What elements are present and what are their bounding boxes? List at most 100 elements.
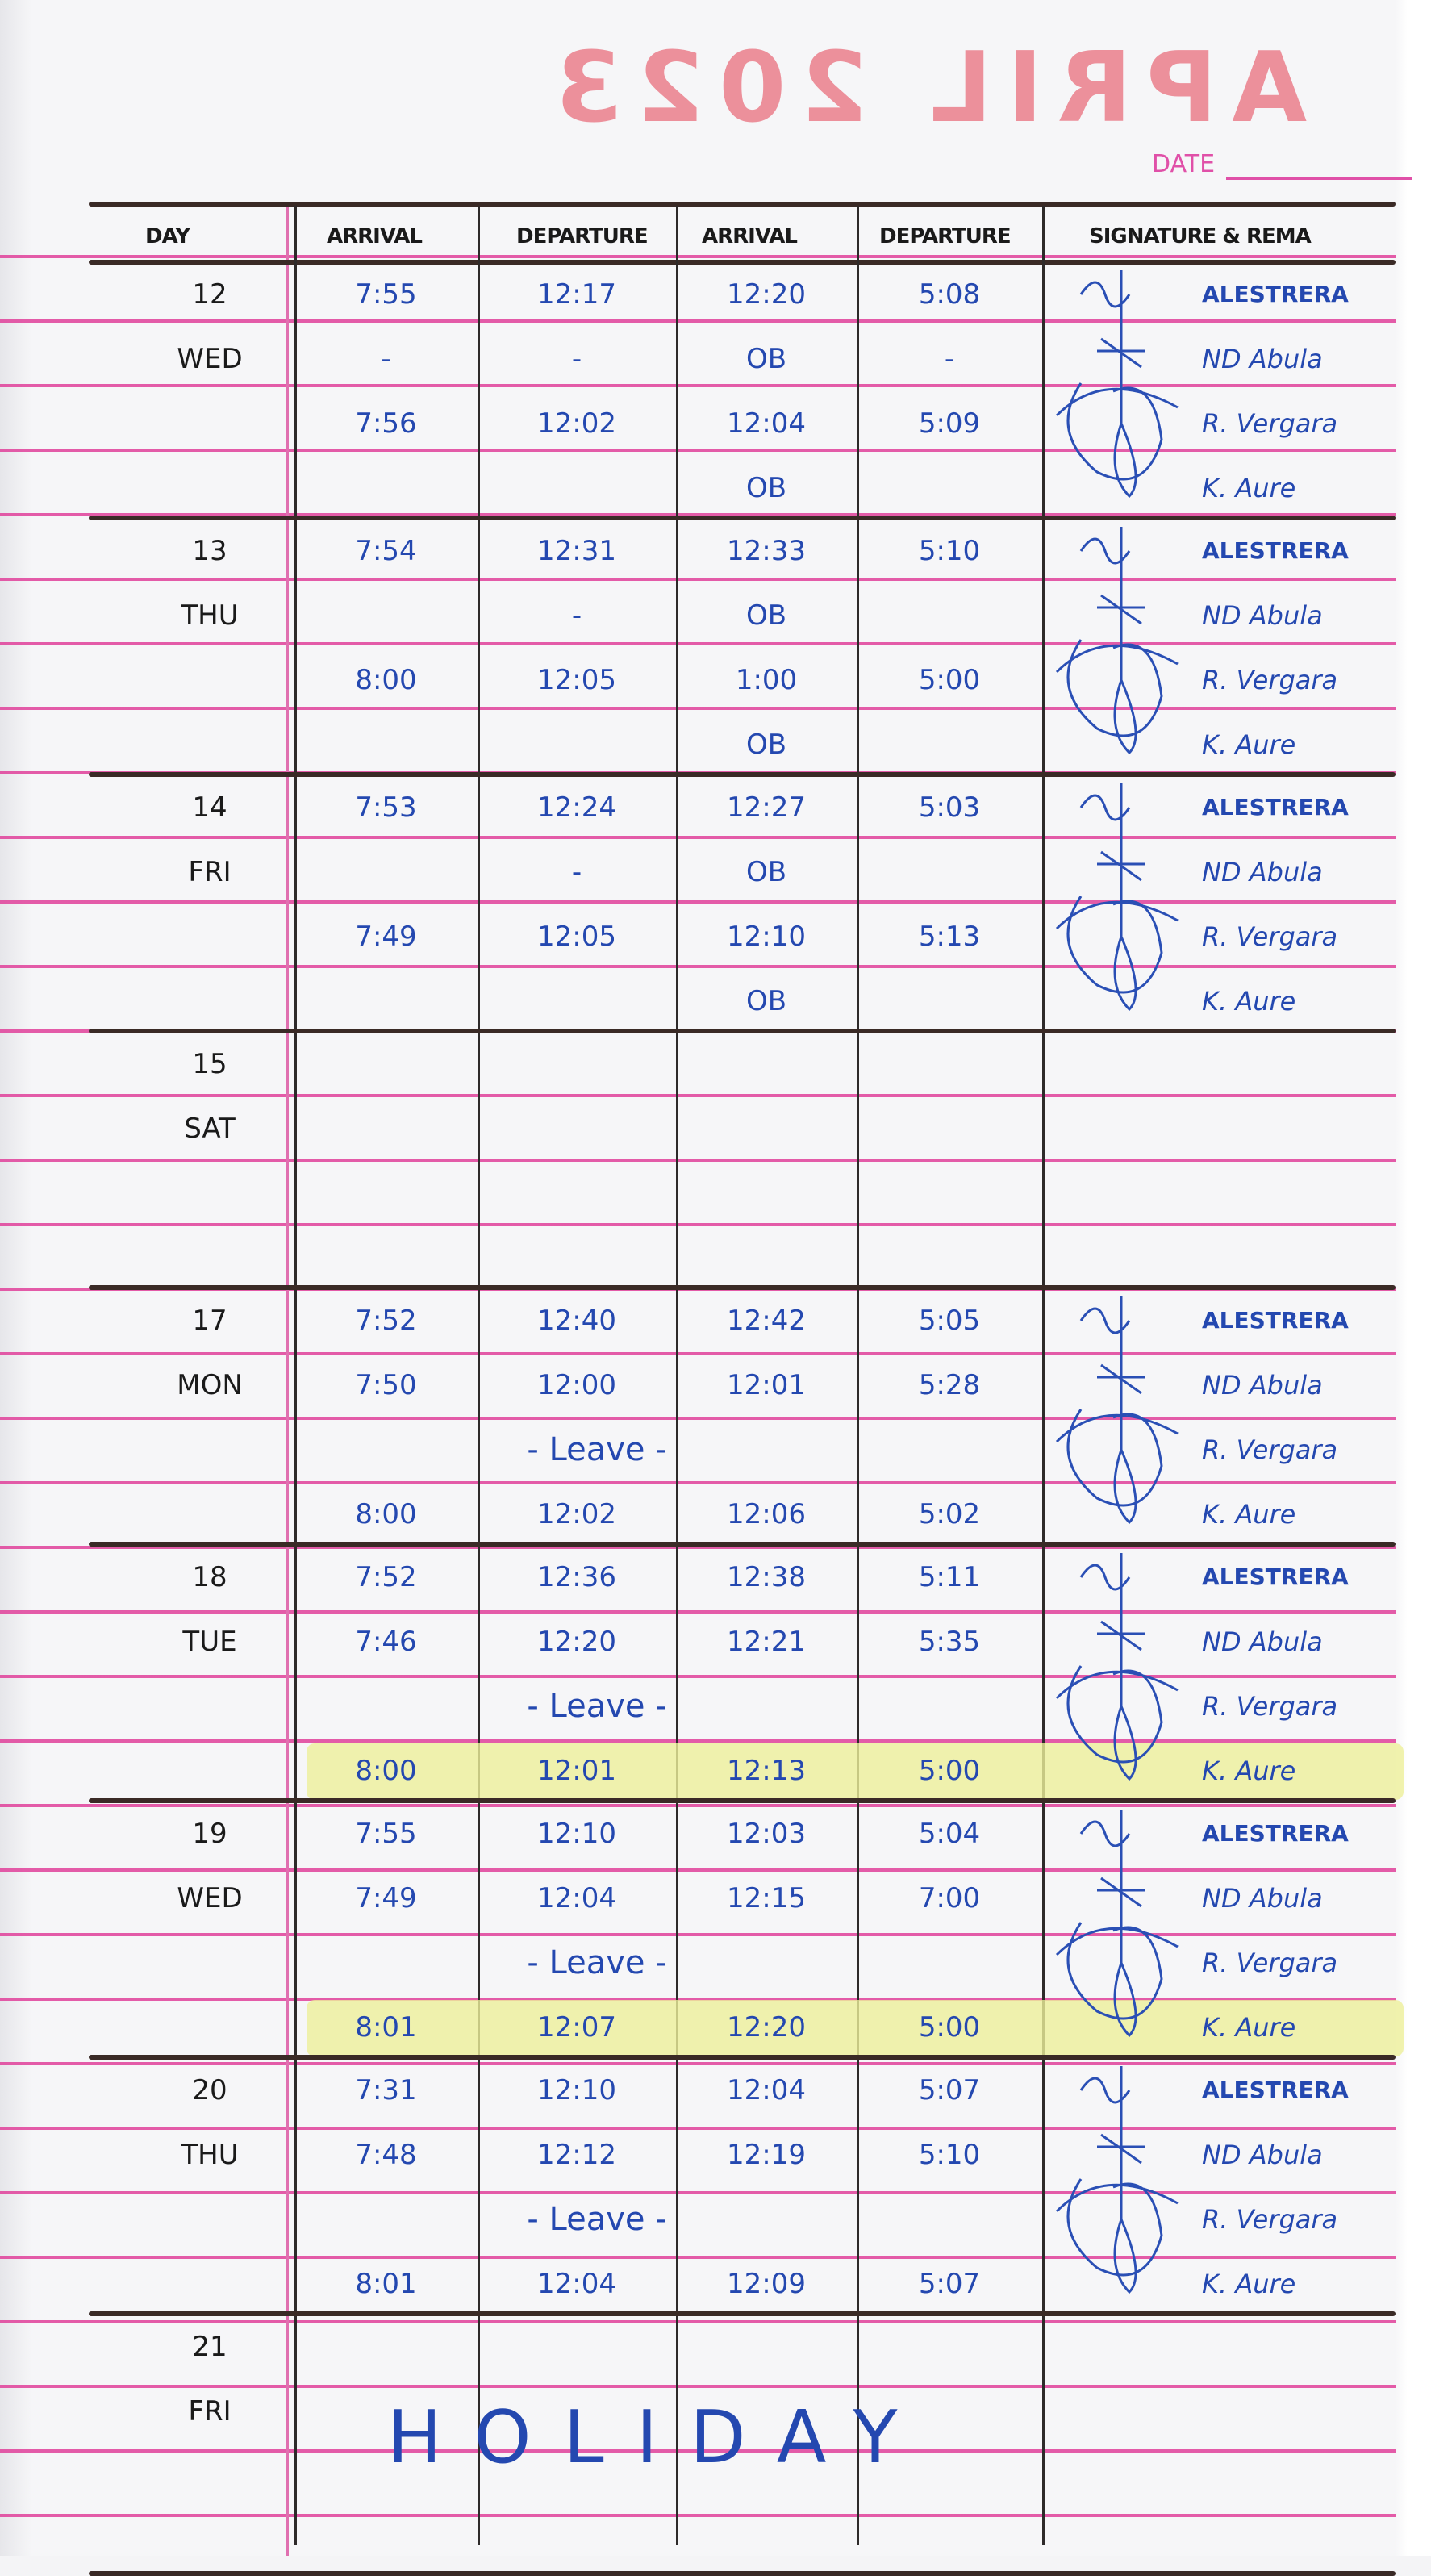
signatory-name: R. Vergara bbox=[1202, 1434, 1338, 1465]
time-departure-am: 12:05 bbox=[537, 921, 616, 953]
signatory-name: ND Abula bbox=[1202, 1883, 1323, 1914]
time-arrival-am: 7:49 bbox=[355, 921, 417, 953]
time-arrival-pm: OB bbox=[745, 343, 787, 375]
time-arrival-am: 7:55 bbox=[355, 278, 417, 311]
signatory-name: K. Aure bbox=[1202, 473, 1296, 503]
time-departure-am: 12:02 bbox=[537, 1498, 616, 1530]
time-arrival-pm: 12:13 bbox=[727, 1755, 806, 1787]
day-number: 13 bbox=[192, 535, 227, 567]
time-departure-am: - bbox=[571, 599, 582, 632]
time-arrival-am: 8:01 bbox=[355, 2011, 417, 2044]
time-departure-pm: 5:09 bbox=[918, 407, 981, 440]
time-arrival-am: 7:50 bbox=[355, 1369, 417, 1401]
weekday: TUE bbox=[182, 1626, 237, 1658]
signatory-name: R. Vergara bbox=[1202, 2204, 1338, 2235]
signatory-name: K. Aure bbox=[1202, 729, 1296, 760]
header-top-rule bbox=[89, 202, 1396, 207]
day-separator-rule bbox=[89, 516, 1396, 520]
time-departure-pm: 5:05 bbox=[918, 1305, 981, 1337]
time-arrival-pm: 12:27 bbox=[727, 791, 806, 824]
day-separator-rule bbox=[89, 1542, 1396, 1547]
day-number: 15 bbox=[192, 1048, 227, 1080]
header-bottom-rule bbox=[89, 260, 1396, 265]
header-arrival-pm: ARRIVAL bbox=[702, 224, 798, 248]
signatory-name: ALESTRERA bbox=[1202, 537, 1349, 564]
time-departure-am: 12:04 bbox=[537, 2268, 616, 2300]
time-departure-am: 12:20 bbox=[537, 1626, 616, 1658]
time-departure-am: 12:12 bbox=[537, 2139, 616, 2171]
signatory-name: ND Abula bbox=[1202, 1626, 1323, 1657]
signatory-name: R. Vergara bbox=[1202, 665, 1338, 695]
time-departure-pm: 5:04 bbox=[918, 1818, 981, 1850]
signatory-name: K. Aure bbox=[1202, 2012, 1296, 2043]
time-departure-pm: 5:03 bbox=[918, 791, 981, 824]
time-arrival-am: 8:00 bbox=[355, 1755, 417, 1787]
time-arrival-pm: 12:09 bbox=[727, 2268, 806, 2300]
signatory-name: ND Abula bbox=[1202, 857, 1323, 887]
time-arrival-pm: 12:38 bbox=[727, 1561, 806, 1593]
highlighted-row bbox=[307, 1743, 1404, 1800]
signatory-name: R. Vergara bbox=[1202, 1691, 1338, 1722]
time-departure-am: - bbox=[571, 343, 582, 375]
signature-scribble-icon bbox=[1055, 270, 1179, 499]
header-day: DAY bbox=[145, 224, 190, 248]
time-arrival-pm: 12:06 bbox=[727, 1498, 806, 1530]
leave-note: - Leave - bbox=[527, 1688, 667, 1725]
header-departure-pm: DEPARTURE bbox=[879, 224, 1012, 248]
time-departure-pm: 5:00 bbox=[918, 2011, 981, 2044]
day-number: 17 bbox=[192, 1305, 227, 1337]
signatory-name: ND Abula bbox=[1202, 344, 1323, 374]
time-arrival-pm: 12:20 bbox=[727, 2011, 806, 2044]
time-arrival-am: 8:00 bbox=[355, 1498, 417, 1530]
day-number: 19 bbox=[192, 1818, 227, 1850]
time-departure-pm: 5:10 bbox=[918, 2139, 981, 2171]
day-separator-rule bbox=[89, 2055, 1396, 2060]
time-arrival-pm: 12:15 bbox=[727, 1882, 806, 1914]
time-arrival-pm: OB bbox=[745, 985, 787, 1017]
time-arrival-am: 7:52 bbox=[355, 1305, 417, 1337]
time-arrival-am: - bbox=[381, 343, 391, 375]
time-departure-am: 12:10 bbox=[537, 2074, 616, 2106]
signature-scribble-icon bbox=[1055, 1296, 1179, 1525]
signatory-name: K. Aure bbox=[1202, 1756, 1296, 1786]
time-arrival-pm: 12:04 bbox=[727, 2074, 806, 2106]
time-arrival-am: 7:55 bbox=[355, 1818, 417, 1850]
column-divider bbox=[857, 206, 859, 2545]
day-number: 18 bbox=[192, 1561, 227, 1593]
time-departure-pm: 5:28 bbox=[918, 1369, 981, 1401]
day-separator-rule bbox=[89, 1798, 1396, 1803]
signatory-name: ALESTRERA bbox=[1202, 1820, 1349, 1847]
signatory-name: ND Abula bbox=[1202, 1370, 1323, 1401]
time-arrival-pm: 12:03 bbox=[727, 1818, 806, 1850]
table-bottom-rule bbox=[89, 2571, 1396, 2576]
time-departure-am: 12:01 bbox=[537, 1755, 616, 1787]
time-arrival-am: 7:54 bbox=[355, 535, 417, 567]
time-arrival-pm: OB bbox=[745, 729, 787, 761]
time-arrival-am: 7:56 bbox=[355, 407, 417, 440]
header-signature-remarks: SIGNATURE & REMA bbox=[1089, 224, 1312, 248]
time-departure-pm: 5:07 bbox=[918, 2074, 981, 2106]
column-divider bbox=[676, 206, 678, 2545]
signature-scribble-icon bbox=[1055, 2066, 1179, 2294]
time-departure-am: 12:24 bbox=[537, 791, 616, 824]
signatory-name: R. Vergara bbox=[1202, 1948, 1338, 1978]
ruled-lines bbox=[0, 194, 1396, 2556]
time-departure-am: 12:40 bbox=[537, 1305, 616, 1337]
time-departure-am: 12:17 bbox=[537, 278, 616, 311]
time-arrival-pm: 12:20 bbox=[727, 278, 806, 311]
leave-note: - Leave - bbox=[527, 2201, 667, 2238]
time-arrival-pm: 12:04 bbox=[727, 407, 806, 440]
day-separator-rule bbox=[89, 1285, 1396, 1290]
time-arrival-am: 7:53 bbox=[355, 791, 417, 824]
time-arrival-pm: 12:21 bbox=[727, 1626, 806, 1658]
weekday: SAT bbox=[184, 1113, 236, 1145]
signature-scribble-icon bbox=[1055, 1810, 1179, 2038]
time-arrival-pm: 12:42 bbox=[727, 1305, 806, 1337]
weekday: MON bbox=[177, 1369, 243, 1401]
time-departure-pm: 5:00 bbox=[918, 1755, 981, 1787]
weekday: WED bbox=[177, 1882, 243, 1914]
weekday: FRI bbox=[188, 856, 232, 888]
signatory-name: K. Aure bbox=[1202, 1499, 1296, 1530]
time-departure-am: 12:31 bbox=[537, 535, 616, 567]
time-departure-pm: 5:11 bbox=[918, 1561, 981, 1593]
